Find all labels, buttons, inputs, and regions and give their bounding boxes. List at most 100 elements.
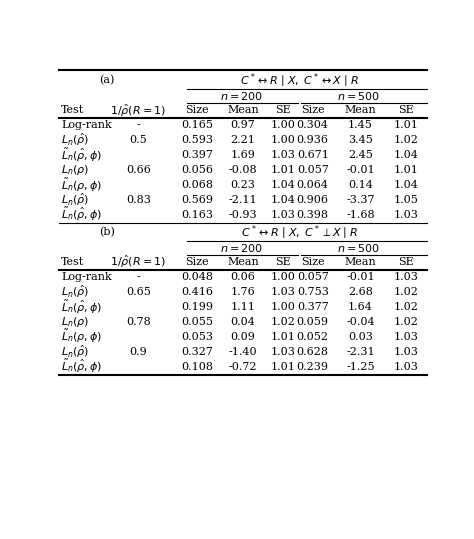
Text: 1.03: 1.03 bbox=[394, 362, 419, 372]
Text: Log-rank: Log-rank bbox=[61, 120, 112, 130]
Text: Mean: Mean bbox=[227, 257, 259, 267]
Text: 0.97: 0.97 bbox=[230, 120, 255, 130]
Text: 1.11: 1.11 bbox=[230, 302, 255, 312]
Text: 1.45: 1.45 bbox=[348, 120, 373, 130]
Text: $n = 500$: $n = 500$ bbox=[337, 90, 380, 102]
Text: 1.76: 1.76 bbox=[230, 287, 255, 297]
Text: 0.569: 0.569 bbox=[181, 195, 213, 205]
Text: Size: Size bbox=[301, 257, 325, 267]
Text: 0.108: 0.108 bbox=[181, 362, 213, 372]
Text: $n = 500$: $n = 500$ bbox=[337, 242, 380, 254]
Text: 0.057: 0.057 bbox=[297, 165, 328, 175]
Text: 1.01: 1.01 bbox=[394, 165, 419, 175]
Text: -2.31: -2.31 bbox=[346, 347, 375, 357]
Text: Test: Test bbox=[61, 105, 84, 115]
Text: -1.68: -1.68 bbox=[346, 210, 375, 220]
Text: 1.69: 1.69 bbox=[230, 150, 255, 160]
Text: $1/\hat{\rho}(R=1)$: $1/\hat{\rho}(R=1)$ bbox=[110, 102, 166, 119]
Text: -: - bbox=[137, 272, 140, 282]
Text: 0.753: 0.753 bbox=[297, 287, 328, 297]
Text: 0.06: 0.06 bbox=[230, 272, 255, 282]
Text: 0.66: 0.66 bbox=[126, 165, 151, 175]
Text: 0.304: 0.304 bbox=[297, 120, 329, 130]
Text: 1.02: 1.02 bbox=[394, 135, 419, 145]
Text: 0.165: 0.165 bbox=[181, 120, 213, 130]
Text: -1.25: -1.25 bbox=[346, 362, 375, 372]
Text: 0.239: 0.239 bbox=[297, 362, 329, 372]
Text: Mean: Mean bbox=[345, 105, 376, 115]
Text: 0.416: 0.416 bbox=[181, 287, 213, 297]
Text: SE: SE bbox=[275, 105, 291, 115]
Text: 0.199: 0.199 bbox=[181, 302, 213, 312]
Text: Size: Size bbox=[185, 105, 209, 115]
Text: SE: SE bbox=[275, 257, 291, 267]
Text: 0.671: 0.671 bbox=[297, 150, 328, 160]
Text: 1.04: 1.04 bbox=[394, 150, 419, 160]
Text: 0.23: 0.23 bbox=[230, 180, 255, 190]
Text: $\tilde{L}_n(\hat{\rho},\phi)$: $\tilde{L}_n(\hat{\rho},\phi)$ bbox=[61, 147, 102, 164]
Text: 0.057: 0.057 bbox=[297, 272, 328, 282]
Text: -0.93: -0.93 bbox=[228, 210, 257, 220]
Text: $n = 200$: $n = 200$ bbox=[220, 242, 263, 254]
Text: $\tilde{L}_n(\rho,\phi)$: $\tilde{L}_n(\rho,\phi)$ bbox=[61, 328, 102, 345]
Text: 0.397: 0.397 bbox=[181, 150, 213, 160]
Text: -0.08: -0.08 bbox=[228, 165, 257, 175]
Text: 1.01: 1.01 bbox=[271, 332, 296, 342]
Text: $\tilde{L}_n(\hat{\rho},\phi)$: $\tilde{L}_n(\hat{\rho},\phi)$ bbox=[61, 206, 102, 224]
Text: 0.14: 0.14 bbox=[348, 180, 373, 190]
Text: 1.03: 1.03 bbox=[394, 332, 419, 342]
Text: 1.04: 1.04 bbox=[394, 180, 419, 190]
Text: 0.83: 0.83 bbox=[126, 195, 151, 205]
Text: -1.40: -1.40 bbox=[228, 347, 257, 357]
Text: $C^*{\leftrightarrow}R\mid X,\;C^*{\perp}X\mid R$: $C^*{\leftrightarrow}R\mid X,\;C^*{\perp… bbox=[241, 223, 358, 241]
Text: 1.00: 1.00 bbox=[271, 120, 296, 130]
Text: 0.398: 0.398 bbox=[297, 210, 329, 220]
Text: SE: SE bbox=[399, 257, 414, 267]
Text: 0.068: 0.068 bbox=[181, 180, 213, 190]
Text: -0.04: -0.04 bbox=[346, 317, 375, 327]
Text: 0.9: 0.9 bbox=[129, 347, 147, 357]
Text: 1.01: 1.01 bbox=[271, 165, 296, 175]
Text: 0.906: 0.906 bbox=[297, 195, 329, 205]
Text: Size: Size bbox=[185, 257, 209, 267]
Text: 0.327: 0.327 bbox=[181, 347, 213, 357]
Text: 1.01: 1.01 bbox=[394, 120, 419, 130]
Text: $L_n(\rho)$: $L_n(\rho)$ bbox=[61, 315, 90, 329]
Text: 1.04: 1.04 bbox=[271, 195, 296, 205]
Text: Size: Size bbox=[301, 105, 325, 115]
Text: 1.00: 1.00 bbox=[271, 302, 296, 312]
Text: 0.628: 0.628 bbox=[297, 347, 329, 357]
Text: 2.21: 2.21 bbox=[230, 135, 255, 145]
Text: $\tilde{L}_n(\hat{\rho},\phi)$: $\tilde{L}_n(\hat{\rho},\phi)$ bbox=[61, 299, 102, 315]
Text: 0.78: 0.78 bbox=[126, 317, 151, 327]
Text: $L_n(\hat{\rho})$: $L_n(\hat{\rho})$ bbox=[61, 132, 90, 148]
Text: 1.03: 1.03 bbox=[271, 287, 296, 297]
Text: 0.048: 0.048 bbox=[181, 272, 213, 282]
Text: 0.593: 0.593 bbox=[181, 135, 213, 145]
Text: 1.03: 1.03 bbox=[394, 272, 419, 282]
Text: $L_n(\hat{\rho})$: $L_n(\hat{\rho})$ bbox=[61, 192, 90, 208]
Text: 2.68: 2.68 bbox=[348, 287, 373, 297]
Text: 1.01: 1.01 bbox=[271, 362, 296, 372]
Text: -0.01: -0.01 bbox=[346, 272, 375, 282]
Text: 0.055: 0.055 bbox=[181, 317, 213, 327]
Text: 1.64: 1.64 bbox=[348, 302, 373, 312]
Text: 1.03: 1.03 bbox=[271, 210, 296, 220]
Text: 1.03: 1.03 bbox=[271, 150, 296, 160]
Text: 2.45: 2.45 bbox=[348, 150, 373, 160]
Text: SE: SE bbox=[399, 105, 414, 115]
Text: $L_n(\rho)$: $L_n(\rho)$ bbox=[61, 163, 90, 177]
Text: 0.65: 0.65 bbox=[126, 287, 151, 297]
Text: 0.03: 0.03 bbox=[348, 332, 373, 342]
Text: Mean: Mean bbox=[227, 105, 259, 115]
Text: $\tilde{L}_n(\hat{\rho},\phi)$: $\tilde{L}_n(\hat{\rho},\phi)$ bbox=[61, 358, 102, 375]
Text: 0.163: 0.163 bbox=[181, 210, 213, 220]
Text: 3.45: 3.45 bbox=[348, 135, 373, 145]
Text: -: - bbox=[137, 120, 140, 130]
Text: 1.00: 1.00 bbox=[271, 272, 296, 282]
Text: Test: Test bbox=[61, 257, 84, 267]
Text: 0.064: 0.064 bbox=[297, 180, 329, 190]
Text: 1.03: 1.03 bbox=[271, 347, 296, 357]
Text: -3.37: -3.37 bbox=[346, 195, 375, 205]
Text: 0.09: 0.09 bbox=[230, 332, 255, 342]
